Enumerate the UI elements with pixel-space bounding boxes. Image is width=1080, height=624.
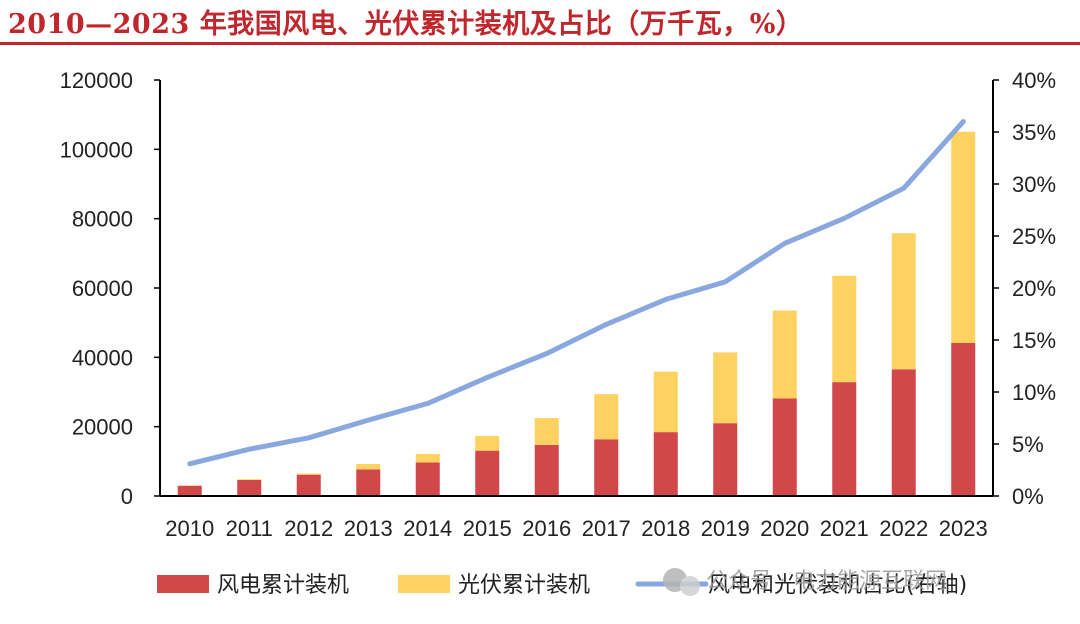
wind-bar — [475, 450, 500, 496]
left-axis-ticks: 0 20000 40000 60000 80000 100000 120000 — [60, 68, 133, 509]
watermark-text: 公众号 · 电力能源互联网 — [706, 569, 947, 594]
wind-bar — [296, 474, 321, 496]
right-axis-ticks: 0% 5% 10% 15% 20% 25% 30% 35% 40% — [1012, 68, 1056, 509]
right-tick-label: 0% — [1012, 484, 1044, 509]
legend-label-solar: 光伏累计装机 — [458, 573, 590, 598]
wind-bar — [415, 462, 440, 496]
legend-label-line: 风电和光伏装机占比(右轴) — [708, 573, 967, 598]
left-tick-label: 0 — [121, 484, 133, 509]
right-tick-label: 25% — [1012, 224, 1056, 249]
bars-group — [177, 131, 976, 496]
x-tick-label: 2023 — [939, 516, 988, 541]
wind-bar — [356, 469, 381, 496]
solar-bar — [832, 275, 857, 383]
wind-bar — [653, 432, 678, 496]
left-tick-label: 80000 — [72, 207, 133, 232]
x-axis-ticks: 2010 2011 2012 2013 2014 2015 2016 2017 2018 2019… — [165, 516, 987, 541]
solar-bar — [713, 352, 738, 424]
right-tick-label: 5% — [1012, 432, 1044, 457]
x-tick-label: 2010 — [165, 516, 214, 541]
x-tick-label: 2017 — [582, 516, 631, 541]
wind-bar — [594, 439, 619, 496]
solar-bar — [356, 463, 381, 470]
wind-bar — [534, 444, 559, 496]
x-tick-label: 2012 — [284, 516, 333, 541]
legend-label-wind: 风电累计装机 — [217, 573, 349, 598]
left-tick-label: 20000 — [72, 415, 133, 440]
left-tick-label: 120000 — [60, 68, 133, 93]
wechat-logo-icon-bubble — [680, 576, 700, 596]
right-tick-label: 15% — [1012, 328, 1056, 353]
watermark-group: 公众号 · 电力能源互联网 — [663, 568, 947, 596]
solar-bar — [237, 479, 262, 480]
x-tick-label: 2021 — [820, 516, 869, 541]
right-tick-label: 40% — [1012, 68, 1056, 93]
x-tick-label: 2015 — [463, 516, 512, 541]
wind-bar — [891, 369, 916, 496]
solar-bar — [772, 310, 797, 399]
wind-bar — [951, 343, 976, 496]
chart-title: 2010—2023 年我国风电、光伏累计装机及占比（万千瓦，%） — [8, 9, 804, 40]
share-line-group — [187, 119, 966, 467]
left-tick-label: 100000 — [60, 137, 133, 162]
x-tick-label: 2022 — [879, 516, 928, 541]
solar-bar — [891, 233, 916, 370]
title-divider — [0, 42, 1080, 45]
wind-bar — [237, 479, 262, 496]
solar-bar — [296, 473, 321, 475]
legend-swatch-wind — [157, 575, 209, 593]
wind-bar — [177, 485, 202, 496]
solar-bar — [653, 371, 678, 433]
x-tick-label: 2016 — [522, 516, 571, 541]
legend-swatch-solar — [398, 575, 450, 593]
solar-bar — [475, 436, 500, 451]
right-tick-label: 20% — [1012, 276, 1056, 301]
wind-bar — [713, 423, 738, 496]
left-tick-label: 40000 — [72, 345, 133, 370]
watermark: 公众号 · 电力能源互联网 — [663, 568, 947, 596]
x-tick-label: 2014 — [403, 516, 452, 541]
axes-group — [154, 79, 999, 497]
right-tick-label: 30% — [1012, 172, 1056, 197]
wind-bar — [772, 398, 797, 496]
solar-bar — [415, 453, 440, 463]
right-tick-label: 35% — [1012, 120, 1056, 145]
x-tick-label: 2011 — [226, 516, 273, 541]
solar-bar — [594, 394, 619, 440]
solar-bar — [951, 131, 976, 344]
right-tick-label: 10% — [1012, 380, 1056, 405]
x-tick-label: 2018 — [641, 516, 690, 541]
left-tick-label: 60000 — [72, 276, 133, 301]
wind-bar — [832, 382, 857, 496]
x-tick-label: 2013 — [344, 516, 393, 541]
x-tick-label: 2020 — [760, 516, 809, 541]
x-tick-label: 2019 — [701, 516, 750, 541]
legend: 风电累计装机 光伏累计装机 风电和光伏装机占比(右轴) — [157, 573, 967, 598]
solar-bar — [534, 418, 559, 445]
share-line — [187, 119, 966, 467]
